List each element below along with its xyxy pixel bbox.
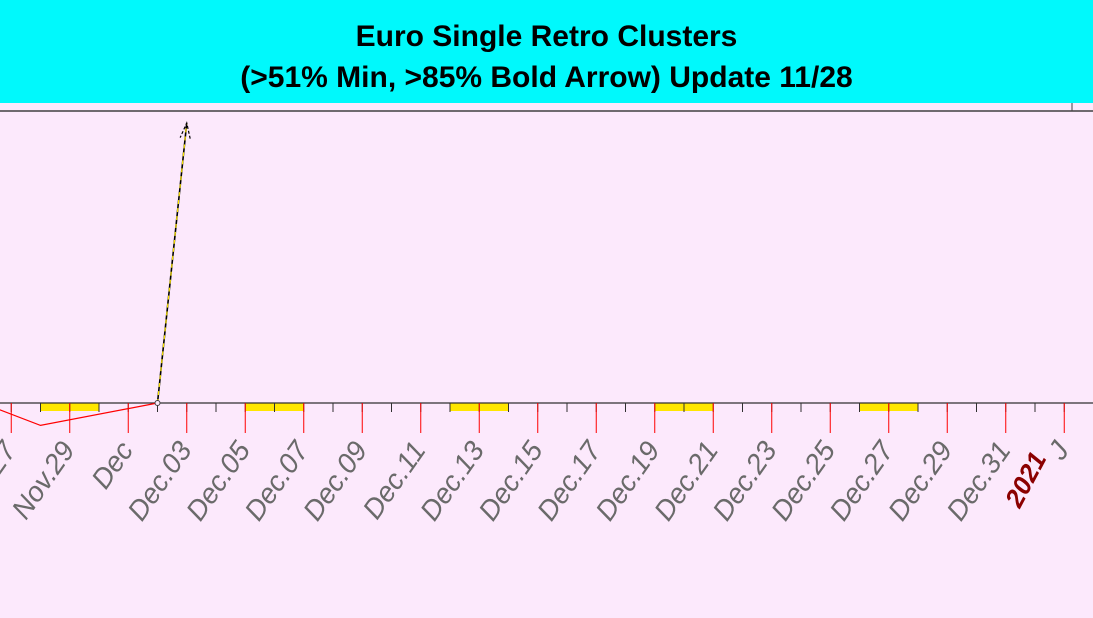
weekend-highlight — [274, 403, 304, 411]
chart-header: Euro Single Retro Clusters (>51% Min, >8… — [0, 0, 1093, 103]
chart-title: Euro Single Retro Clusters — [355, 20, 738, 53]
weekend-highlight — [40, 403, 70, 411]
weekend-highlight — [859, 403, 889, 411]
weekend-highlight — [450, 403, 480, 411]
trend-arrow-head — [179, 121, 191, 139]
series-line — [0, 402, 158, 427]
weekend-highlight — [245, 403, 275, 411]
weekend-highlight — [888, 403, 918, 411]
trend-arrow-dash — [156, 122, 188, 404]
weekend-highlight — [654, 403, 684, 411]
weekend-highlight — [69, 403, 99, 411]
x-tick-label: Nov.29 — [6, 436, 81, 525]
chart-subtitle: (>51% Min, >85% Bold Arrow) Update 11/28 — [240, 61, 853, 94]
weekend-highlight — [479, 403, 509, 411]
data-point — [154, 400, 161, 406]
weekend-highlight — [684, 403, 714, 411]
x-tick-label: Dec — [85, 436, 139, 495]
